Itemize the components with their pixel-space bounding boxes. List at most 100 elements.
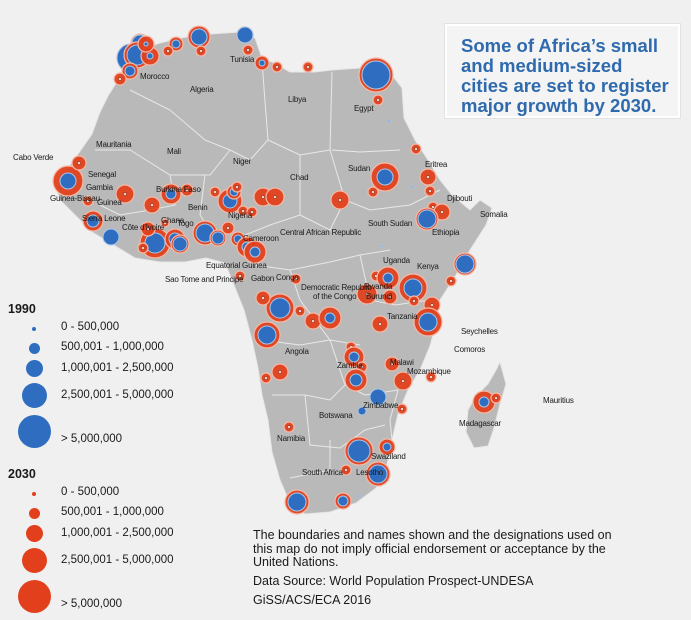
legend-1990-dot-l — [22, 383, 47, 408]
country-label: Ethiopia — [432, 228, 460, 237]
city-marker — [115, 184, 135, 204]
country-label: South Sudan — [368, 219, 412, 228]
legend-2030-dot-m — [26, 525, 43, 542]
city-marker — [393, 371, 413, 391]
country-label: Mauritius — [543, 396, 574, 405]
city-marker — [370, 162, 400, 192]
city-marker — [162, 45, 174, 57]
city-marker — [378, 438, 396, 456]
data-source-line2: GiSS/ACS/ECA 2016 — [253, 593, 372, 607]
data-source-line1: Data Source: World Population Prospect-U… — [253, 574, 534, 588]
city-marker — [453, 252, 477, 276]
country-label: Zimbabwe — [363, 401, 399, 410]
city-marker — [369, 388, 387, 406]
city-marker — [143, 196, 161, 214]
city-marker — [384, 356, 400, 372]
country-label: Zambia — [337, 361, 363, 370]
country-label: Uganda — [383, 256, 411, 265]
city-marker — [209, 186, 221, 198]
country-label: Comoros — [454, 345, 485, 354]
city-marker — [318, 306, 342, 330]
country-label: Burundi — [366, 292, 393, 301]
city-marker — [387, 119, 391, 123]
legend-1990-row: 0 - 500,000 — [6, 321, 226, 351]
country-label: Kenya — [417, 262, 439, 271]
city-marker — [231, 181, 243, 193]
legend-2030-row: 1,000,001 - 2,500,000 — [6, 525, 226, 555]
country-label: Egypt — [354, 104, 374, 113]
country-label: Sierra Leone — [82, 214, 126, 223]
city-marker — [236, 26, 254, 44]
city-marker — [382, 289, 398, 305]
legend-2030-dot-l — [22, 548, 47, 573]
country-label: Togo — [177, 219, 194, 228]
headline-text: Some of Africa’s small and medium-sized … — [461, 35, 669, 116]
legend-1990-label: 500,001 - 1,000,000 — [61, 341, 164, 353]
city-marker — [408, 295, 420, 307]
city-marker — [265, 187, 285, 207]
city-markers — [52, 25, 502, 515]
city-marker — [344, 436, 374, 466]
city-marker — [82, 195, 94, 207]
legend-2030-dot-xl — [18, 580, 51, 613]
country-label: Morocco — [140, 72, 170, 81]
city-marker — [415, 207, 439, 231]
city-marker — [260, 372, 272, 384]
legend-2030-row: 2,500,001 - 5,000,000 — [6, 548, 226, 578]
country-label: Cabo Verde — [13, 153, 54, 162]
country-label: Côte d'Ivoire — [122, 223, 165, 232]
city-marker — [121, 62, 139, 80]
country-label: Madagascar — [459, 419, 502, 428]
city-marker — [271, 363, 289, 381]
city-marker — [376, 266, 400, 290]
city-marker — [372, 94, 384, 106]
legend-2030-row: > 5,000,000 — [6, 580, 226, 613]
country-label: Libya — [288, 95, 307, 104]
legend-2030-label: 0 - 500,000 — [61, 486, 120, 498]
city-marker — [265, 293, 295, 323]
city-marker — [113, 72, 127, 86]
city-marker — [237, 205, 249, 217]
country-label: Nigeria — [228, 211, 253, 220]
city-marker — [170, 234, 190, 254]
legend-2030-label: > 5,000,000 — [61, 598, 123, 610]
city-marker — [180, 183, 194, 197]
city-marker — [290, 273, 302, 285]
country-label: Chad — [290, 173, 308, 182]
city-marker — [398, 273, 428, 303]
country-label: Lesotho — [356, 468, 384, 477]
city-marker — [410, 143, 422, 155]
legend-1990-row: 500,001 - 1,000,000 — [6, 341, 226, 371]
country-label: Burkina Faso — [156, 185, 201, 194]
country-label: Somalia — [480, 210, 508, 219]
legend-2030-title: 2030 — [8, 467, 36, 481]
country-labels: Morocco Tunisia Algeria Libya Egypt Mauritani… — [13, 55, 574, 477]
city-marker — [445, 275, 457, 287]
legend-1990-title: 1990 — [8, 302, 36, 316]
legend-1990-label: > 5,000,000 — [61, 433, 123, 445]
country-label: Mali — [167, 147, 181, 156]
country-label: Equatorial Guinea — [206, 261, 267, 270]
disclaimer-text: The boundaries and names shown and the d… — [253, 528, 612, 569]
country-label: Botswana — [319, 411, 353, 420]
city-marker — [246, 206, 258, 218]
city-marker — [304, 312, 322, 330]
legend-1990-label: 1,000,001 - 2,500,000 — [61, 362, 174, 374]
country-label: Malawi — [390, 358, 414, 367]
city-marker — [242, 44, 254, 56]
city-marker — [283, 421, 295, 433]
legend-1990-row: 2,500,001 - 5,000,000 — [6, 383, 226, 413]
city-marker — [343, 346, 365, 368]
legend-1990-dot-m — [26, 360, 43, 377]
city-marker — [365, 461, 391, 487]
city-marker — [284, 489, 310, 515]
country-label: Seychelles — [461, 327, 498, 336]
country-label: Cameroon — [243, 234, 279, 243]
city-marker — [410, 185, 414, 189]
country-label: Guinea — [97, 198, 122, 207]
city-marker — [102, 228, 120, 246]
legend-2030-dot-s — [29, 508, 40, 519]
country-label: Sudan — [348, 164, 370, 173]
city-marker — [187, 25, 211, 49]
